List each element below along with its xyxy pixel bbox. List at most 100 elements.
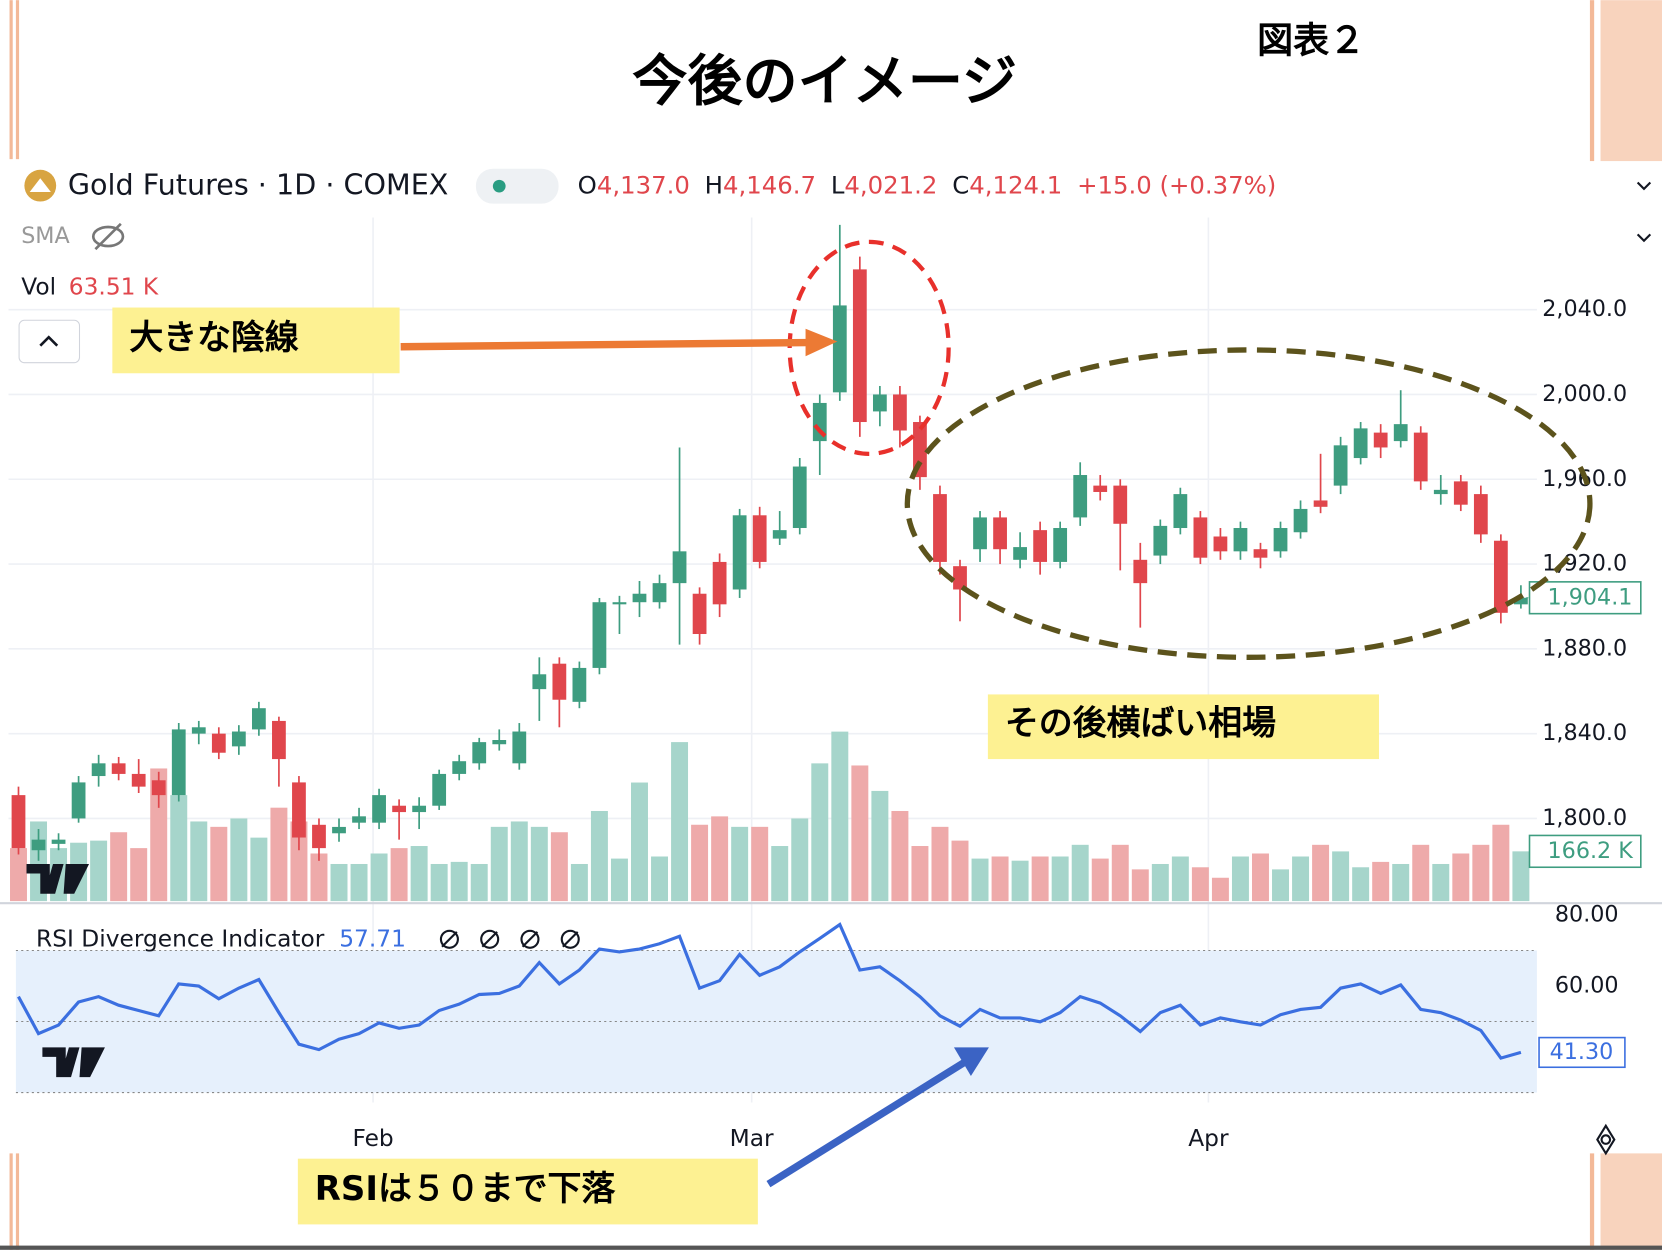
candle-body — [1033, 530, 1048, 562]
volume-bar — [791, 818, 809, 902]
candle-body — [852, 269, 867, 423]
volume-bar — [570, 863, 588, 902]
y-tick-label: 60.00 — [1555, 972, 1619, 998]
candle-body — [552, 663, 567, 700]
candle-body — [91, 763, 106, 777]
volume-bar — [170, 795, 188, 902]
rsi-tag — [1538, 1036, 1626, 1069]
candle-body — [732, 515, 747, 590]
volume-bar — [390, 848, 408, 902]
ohlc-legend: O4,137.0 H4,146.7 L4,021.2 C4,124.1 +15.0 (+… — [578, 171, 1277, 200]
candle-body — [1073, 475, 1088, 518]
stripe — [1589, 0, 1595, 162]
stripe — [1589, 1153, 1595, 1250]
volume-bar — [310, 853, 328, 902]
candle-body — [352, 816, 366, 823]
candle-body — [692, 593, 707, 635]
volume-bar — [751, 826, 769, 902]
x-tick-label: Apr — [1188, 1125, 1229, 1152]
candle-body — [1253, 549, 1268, 558]
candle-body — [1053, 528, 1068, 562]
candle-body — [1013, 547, 1027, 560]
candle-body — [171, 729, 186, 796]
candle-body — [1453, 481, 1468, 505]
symbol-icon-mark — [29, 178, 51, 193]
symbol-title: Gold Futures · 1D · COMEX — [68, 168, 449, 202]
volume-bar — [470, 863, 488, 902]
candle-body — [752, 515, 767, 562]
volume-bar — [270, 807, 288, 902]
arrow-head — [953, 1047, 989, 1077]
candle-body — [1153, 525, 1168, 556]
chevron-up — [39, 335, 59, 347]
volume-key: Vol — [21, 273, 56, 300]
volume-bar — [1011, 860, 1029, 902]
volume-bar — [1392, 863, 1410, 902]
candle-body — [632, 593, 647, 603]
visibility-icon-slash — [481, 931, 498, 948]
stripe — [15, 1153, 20, 1250]
visibility-icon — [439, 929, 459, 949]
volume-bar — [530, 826, 548, 902]
volume-bar — [250, 837, 268, 902]
candle-body — [1333, 445, 1348, 486]
volume-value: 63.51 K — [69, 273, 159, 300]
visibility-icon-slash — [521, 931, 539, 948]
stripe — [9, 1153, 13, 1250]
logo-shape — [42, 1047, 105, 1078]
volume-bar — [671, 742, 689, 902]
candle-body — [953, 566, 967, 590]
candle-body — [772, 530, 787, 539]
slide-stripes — [9, 0, 1662, 1250]
candle-body — [492, 740, 507, 745]
candle-body — [392, 805, 406, 813]
candle-body — [1433, 489, 1448, 495]
dropdown-caret[interactable] — [1636, 233, 1652, 243]
candle-body — [893, 394, 907, 431]
dropdown-caret[interactable] — [1636, 181, 1652, 191]
volume-bar — [130, 848, 148, 902]
volume-bar — [831, 731, 849, 902]
visibility-icon-slash — [562, 931, 579, 948]
candle-body — [872, 394, 887, 412]
volume-legend: Vol 63.51 K — [21, 273, 159, 300]
y-tick-label: 2,000.0 — [1542, 381, 1627, 407]
volume-bar — [691, 824, 709, 902]
callout-text: 大きな陰線 — [129, 318, 299, 357]
visibility-icon — [480, 929, 500, 949]
bottom-rule — [0, 1245, 1662, 1250]
volume-bar — [510, 821, 528, 902]
candle-body — [131, 773, 146, 787]
volume-bar — [90, 840, 108, 902]
candle-body — [592, 602, 607, 668]
candle-body — [1093, 485, 1108, 492]
volume-bar — [911, 846, 929, 902]
volume-bar — [971, 858, 989, 902]
ohlc-key: H — [705, 171, 723, 200]
arrow-shaft — [766, 1059, 967, 1188]
candle-body — [672, 551, 687, 584]
stripe — [1600, 1153, 1662, 1250]
price-tag-label: 1,904.1 — [1548, 584, 1633, 610]
callout-text: その後横ばい相場 — [1005, 704, 1276, 743]
ohlc-value: 4,137.0 — [597, 171, 690, 200]
y-tick-label: 1,880.0 — [1542, 635, 1627, 661]
volume-bar — [851, 765, 869, 902]
volume-bar — [330, 863, 348, 902]
visibility-icon — [560, 929, 580, 949]
candle-body — [31, 839, 46, 851]
candle-body — [372, 795, 386, 823]
candle-body — [1514, 597, 1528, 605]
volume-bar — [450, 861, 468, 902]
indicator-legend: RSI Divergence Indicator 57.71 — [36, 925, 406, 952]
volume-bar — [731, 826, 749, 902]
candle-body — [1493, 540, 1508, 613]
settings-icon[interactable] — [1596, 1123, 1616, 1156]
volume-bar — [631, 782, 648, 902]
collapse-button[interactable] — [18, 319, 81, 364]
callout-box — [112, 307, 400, 374]
volume-bar — [1292, 856, 1310, 902]
indicator-value: 57.71 — [339, 925, 406, 952]
candle-body — [231, 731, 246, 747]
volume-bar — [110, 832, 128, 902]
